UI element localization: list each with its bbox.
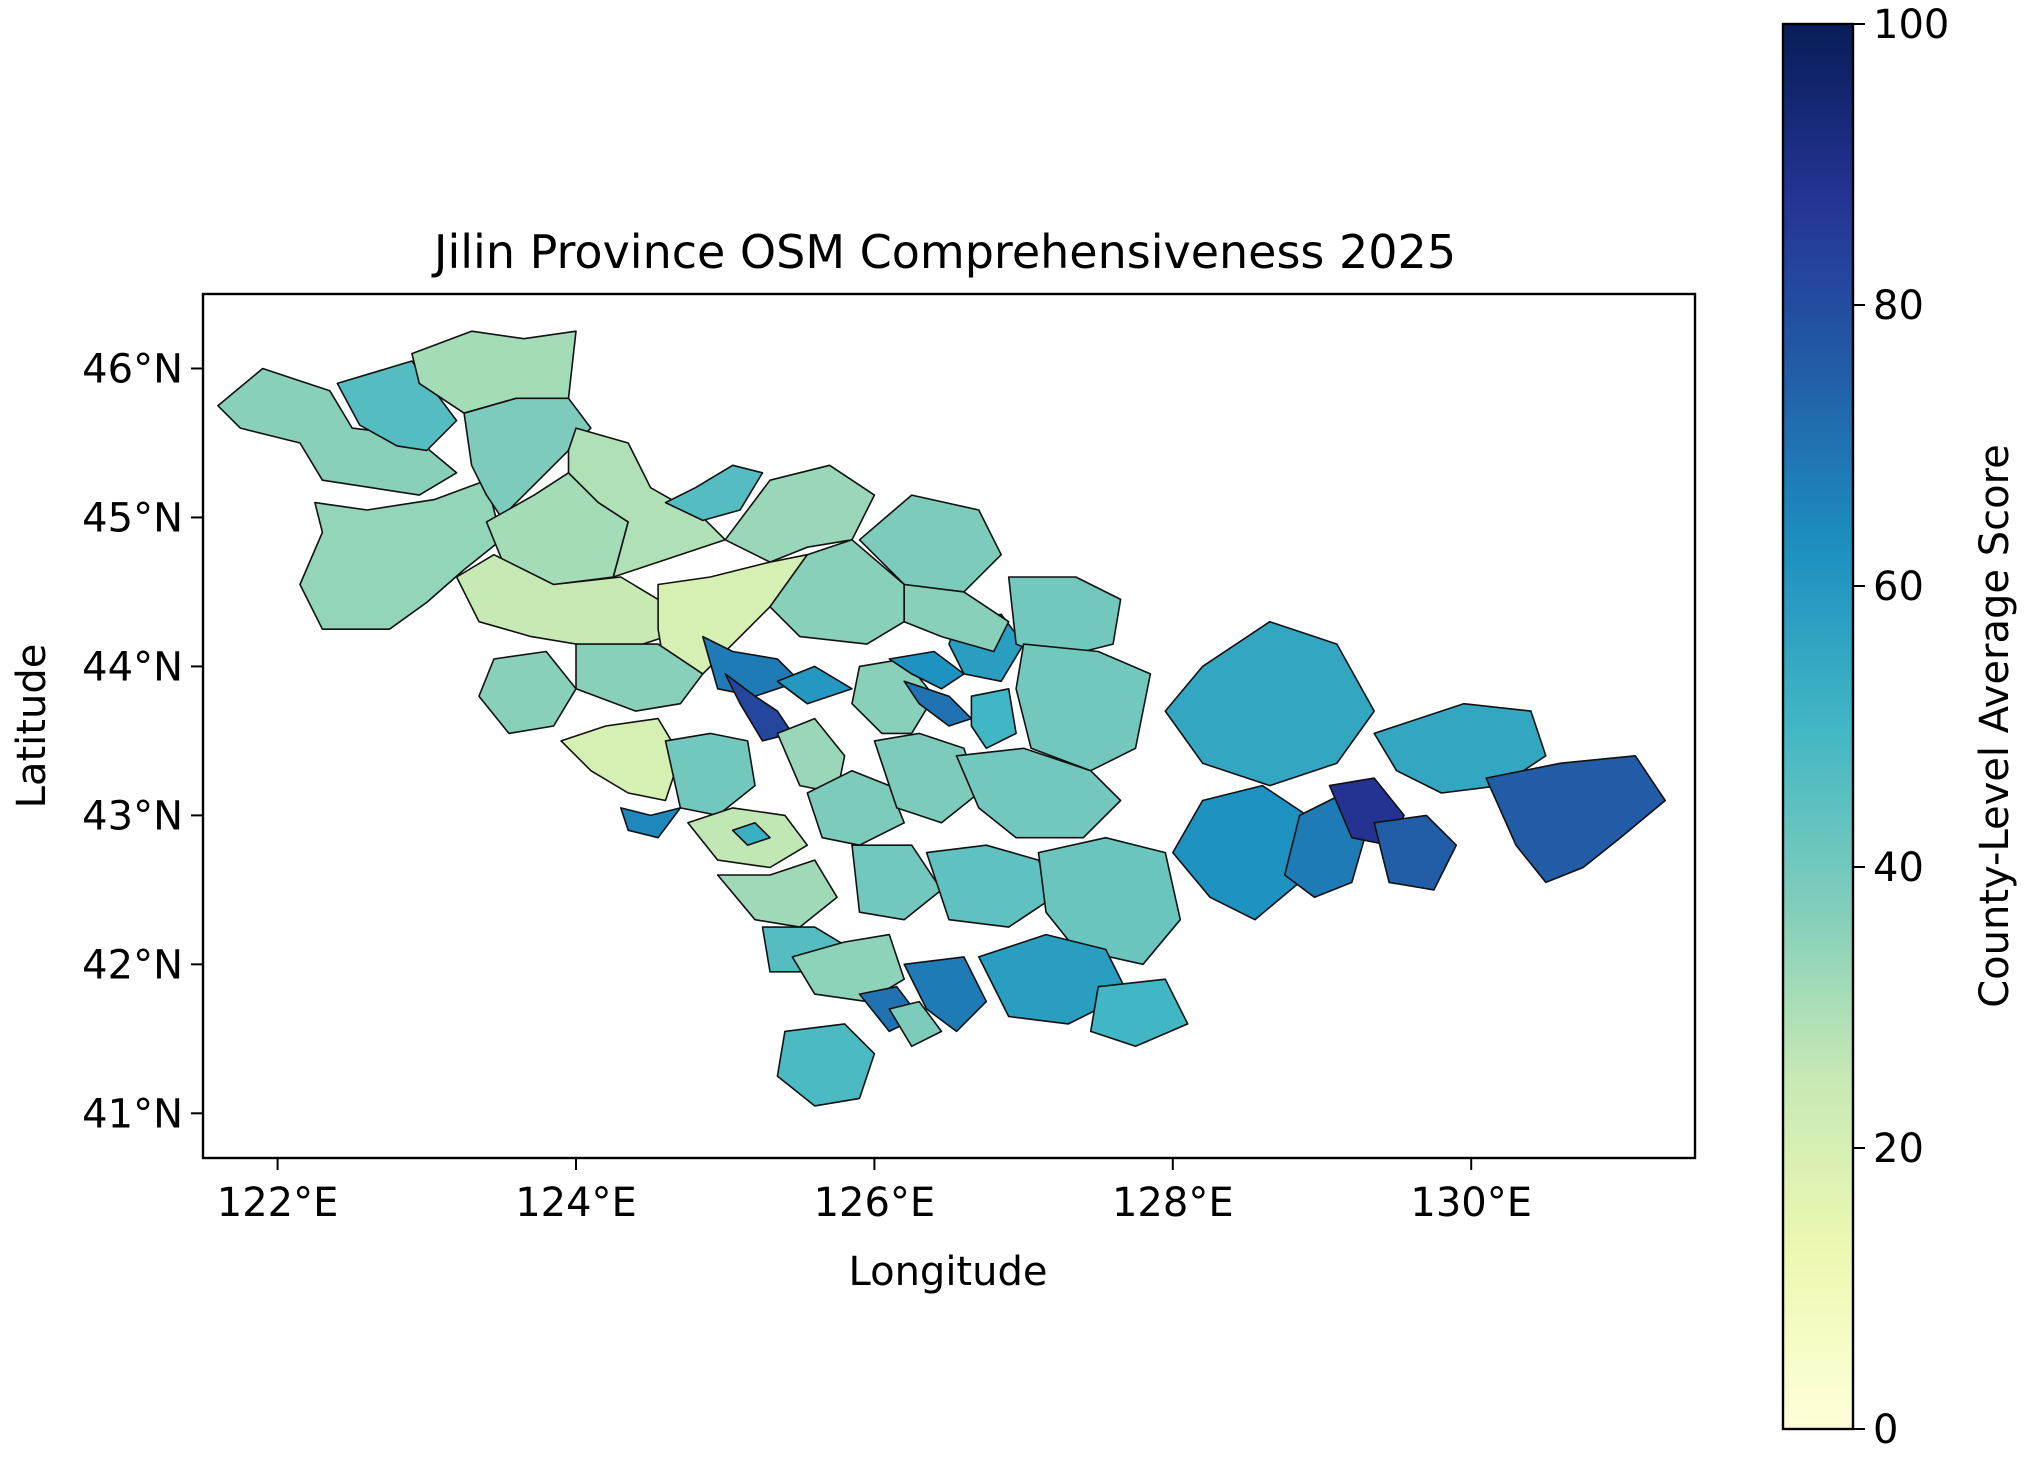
county-c15 — [575, 643, 704, 712]
county-c25 — [716, 859, 838, 928]
colorbar: 0 20 40 60 80 100 County-Level Average Score — [1781, 2, 2018, 1453]
y-tick-label: 42°N — [82, 942, 183, 988]
y-tick-label: 45°N — [82, 495, 183, 541]
colorbar-tick-label: 100 — [1873, 2, 1949, 48]
county-c24 — [731, 821, 771, 847]
county-c08 — [664, 464, 764, 522]
county-c04 — [299, 479, 503, 631]
colorbar-label: County-Level Average Score — [1972, 444, 2018, 1008]
county-c07 — [567, 427, 727, 578]
county-c30 — [903, 680, 973, 727]
x-tick-label: 130°E — [1410, 1180, 1532, 1226]
colorbar-tick-label: 60 — [1873, 564, 1924, 610]
county-c43 — [888, 1000, 943, 1048]
colorbar-tick-label: 20 — [1873, 1126, 1924, 1172]
x-tick-label: 126°E — [814, 1180, 936, 1226]
x-axis-ticks: 122°E 124°E 126°E 128°E 130°E — [217, 1158, 1532, 1226]
y-tick-label: 44°N — [82, 644, 183, 690]
county-c52 — [1373, 814, 1458, 891]
county-c21 — [664, 732, 756, 817]
county-c32 — [970, 687, 1017, 750]
county-c33 — [903, 583, 1010, 653]
county-c19 — [776, 665, 853, 705]
x-tick-label: 124°E — [515, 1180, 637, 1226]
county-c26 — [806, 769, 906, 847]
colorbar-ticks: 0 20 40 60 80 100 — [1853, 2, 1949, 1453]
y-axis-label: Latitude — [9, 644, 55, 809]
county-c09 — [724, 464, 876, 563]
y-tick-label: 43°N — [82, 793, 183, 839]
county-c47 — [776, 1023, 876, 1107]
map-plot-area — [201, 292, 1697, 1160]
y-tick-label: 46°N — [82, 346, 183, 392]
county-c41 — [791, 933, 906, 1003]
county-c40 — [1037, 836, 1182, 966]
county-c16 — [560, 717, 682, 802]
county-c34 — [1007, 576, 1122, 660]
colorbar-tick-label: 80 — [1873, 283, 1924, 329]
county-c38 — [851, 844, 943, 921]
x-axis-label: Longitude — [849, 1249, 1048, 1295]
colorbar-tick-label: 40 — [1873, 845, 1924, 891]
county-c46 — [1089, 978, 1189, 1048]
county-c01 — [217, 367, 458, 496]
county-c39 — [925, 844, 1055, 928]
map-title: Jilin Province OSM Comprehensiveness 202… — [431, 225, 1456, 279]
county-c44 — [903, 956, 988, 1033]
colorbar-tick-label: 0 — [1873, 1407, 1898, 1453]
county-c29 — [888, 650, 965, 690]
x-tick-label: 128°E — [1112, 1180, 1234, 1226]
county-c22 — [776, 717, 846, 794]
county-c37 — [955, 747, 1122, 839]
county-c48 — [1164, 620, 1375, 787]
colorbar-gradient — [1781, 22, 1855, 1431]
county-c20 — [619, 807, 682, 839]
y-tick-label: 41°N — [82, 1091, 183, 1137]
x-tick-label: 122°E — [217, 1180, 339, 1226]
map-frame — [201, 292, 1697, 1160]
county-c54 — [1485, 754, 1666, 884]
county-c49 — [1172, 784, 1308, 921]
county-c14 — [478, 650, 577, 735]
county-regions — [217, 330, 1666, 1107]
y-axis-ticks: 41°N 42°N 43°N 44°N 45°N 46°N — [82, 346, 203, 1137]
county-c35 — [1015, 643, 1152, 772]
